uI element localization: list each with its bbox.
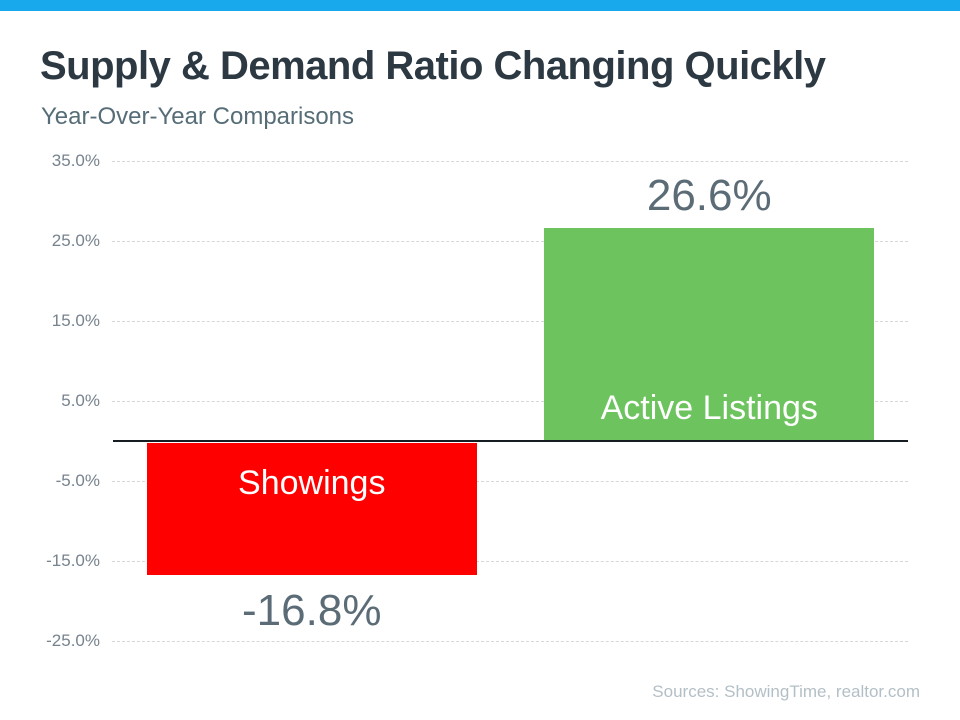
bar-showings [146,443,477,576]
bar-value-label: 26.6% [646,171,772,221]
gridline [112,161,908,162]
gridline [112,321,908,322]
bar-category-label: Showings [238,464,386,502]
gridline [112,641,908,642]
bar-value-label: -16.8% [242,586,382,636]
gridline [112,561,908,562]
page-subtitle: Year-Over-Year Comparisons [41,103,355,130]
y-axis-tick-label: 15.0% [51,311,100,330]
gridline [112,241,908,242]
y-axis-tick-label: 35.0% [51,151,100,170]
bar-category-label: Active Listings [600,389,818,427]
top-accent-bar [0,0,960,11]
gridline [112,481,908,482]
bar-active-listings [544,228,875,441]
y-axis-tick-label: 5.0% [61,391,100,410]
y-axis-tick-label: -15.0% [46,551,100,570]
page-title: Supply & Demand Ratio Changing Quickly [40,44,826,88]
y-axis-tick-label: -5.0% [55,471,100,490]
source-note: Sources: ShowingTime, realtor.com [652,682,920,701]
y-axis-tick-label: 25.0% [51,231,100,250]
gridline [112,401,908,402]
y-axis-tick-label: -25.0% [46,631,100,650]
zero-axis-line [113,440,908,442]
